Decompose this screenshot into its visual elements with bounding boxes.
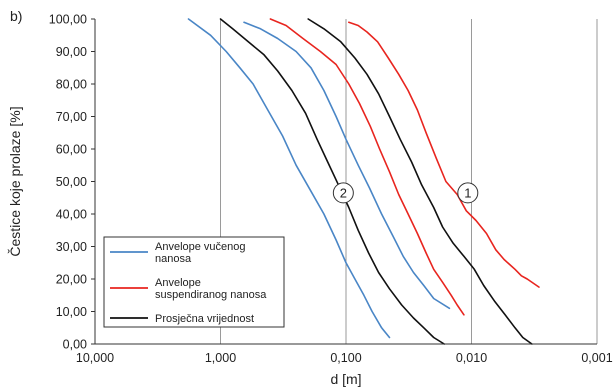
x-tick-label: 1,000 xyxy=(205,351,236,365)
x-tick-label: 0,100 xyxy=(330,351,361,365)
x-tick-label: 0,010 xyxy=(456,351,487,365)
x-axis-label: d [m] xyxy=(330,371,361,387)
y-tick-label: 100,00 xyxy=(49,13,87,27)
legend-label: nanosa xyxy=(155,253,192,265)
legend-label: Anvelope xyxy=(155,277,201,289)
legend-label: suspendiranog nanosa xyxy=(155,289,267,301)
y-tick-label: 50,00 xyxy=(56,175,87,189)
y-tick-label: 60,00 xyxy=(56,143,87,157)
x-tick-labels: 10,000 1,000 0,100 0,010 0,001 xyxy=(76,351,613,365)
panel-label: b) xyxy=(10,8,23,24)
marker-label: 2 xyxy=(340,185,347,200)
y-tick-label: 40,00 xyxy=(56,208,87,222)
x-tick-label: 0,001 xyxy=(581,351,612,365)
series-line-black xyxy=(307,18,533,345)
legend-label: Anvelope vučenog xyxy=(155,241,246,253)
marker-circle xyxy=(457,182,479,204)
y-tick-labels: 0,00 10,00 20,00 30,00 40,00 50,00 60,00 70,00 8… xyxy=(49,13,95,352)
x-tick-label: 10,000 xyxy=(76,351,114,365)
y-tick-label: 0,00 xyxy=(63,338,87,352)
series-line-blue xyxy=(187,18,391,339)
marker-circle xyxy=(332,182,354,204)
y-tick-label: 20,00 xyxy=(56,273,87,287)
y-tick-label: 10,00 xyxy=(56,305,87,319)
y-axis-label: Čestice koje prolaze [%] xyxy=(7,106,23,256)
legend-label: Prosječna vrijednost xyxy=(155,313,254,325)
series-line-red xyxy=(347,21,540,288)
y-tick-label: 70,00 xyxy=(56,110,87,124)
series-line-red xyxy=(269,18,465,316)
y-tick-label: 30,00 xyxy=(56,240,87,254)
y-tick-label: 90,00 xyxy=(56,45,87,59)
marker-label: 1 xyxy=(464,185,471,200)
series-line-blue xyxy=(243,21,451,310)
y-tick-label: 80,00 xyxy=(56,78,87,92)
